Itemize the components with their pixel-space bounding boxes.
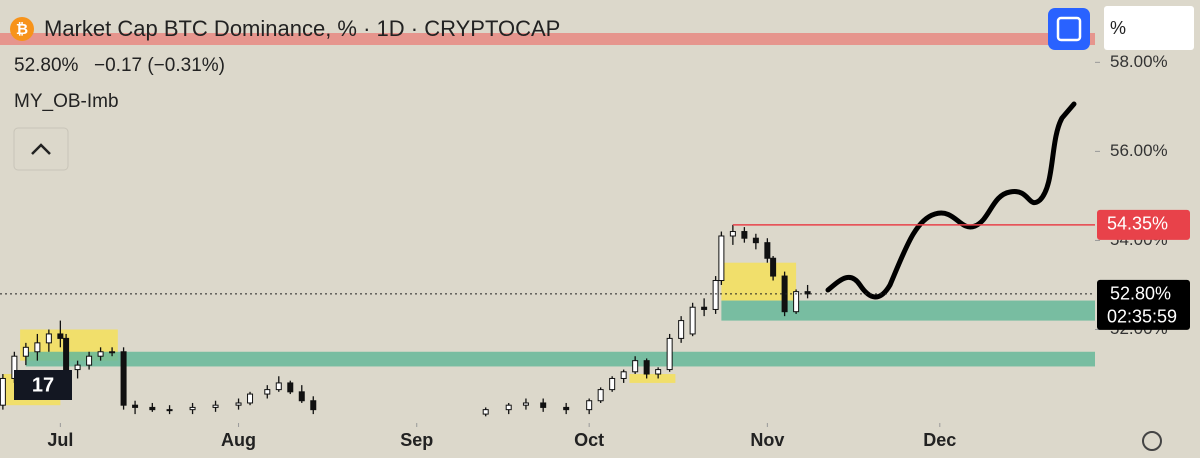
candle-body bbox=[655, 369, 662, 375]
drawn-projection bbox=[825, 101, 1077, 300]
candle-body bbox=[666, 337, 673, 371]
btc-glyph: ₿ bbox=[16, 21, 28, 38]
candle-body bbox=[310, 400, 317, 411]
candle-body bbox=[212, 404, 219, 408]
x-tick-label: Jul bbox=[47, 430, 73, 450]
fullscreen-button[interactable] bbox=[1048, 8, 1090, 50]
candle-body bbox=[643, 360, 650, 375]
candle-body bbox=[482, 409, 489, 415]
candle-body bbox=[247, 393, 254, 404]
candle-body bbox=[22, 346, 29, 357]
candle-body bbox=[166, 409, 173, 412]
candle-body bbox=[86, 355, 93, 366]
candle-body bbox=[74, 364, 81, 371]
candle-body bbox=[45, 333, 52, 344]
candle-body bbox=[57, 333, 64, 339]
candle-body bbox=[804, 291, 811, 295]
candle-body bbox=[770, 257, 777, 277]
candle-body bbox=[712, 280, 719, 310]
chevron-up bbox=[31, 143, 51, 155]
candle-body bbox=[109, 351, 116, 354]
candle-body bbox=[287, 382, 294, 393]
x-tick-label: Dec bbox=[923, 430, 956, 450]
candle-body bbox=[298, 391, 305, 402]
candle-body bbox=[97, 351, 104, 357]
candle-body bbox=[678, 320, 685, 339]
candle-body bbox=[149, 406, 156, 411]
candle-body bbox=[701, 306, 708, 310]
candle-body bbox=[793, 291, 800, 313]
candle-body bbox=[620, 371, 627, 379]
order-block-zone bbox=[721, 300, 1095, 321]
tv-logo-glyph: 17 bbox=[32, 374, 54, 396]
last-price-box bbox=[1097, 279, 1190, 330]
candle-body bbox=[597, 389, 604, 402]
plot-area bbox=[0, 224, 1096, 417]
indicator-name: MY_OB-Imb bbox=[14, 91, 119, 112]
scale-mode-button[interactable] bbox=[1104, 6, 1194, 50]
candle-body bbox=[741, 231, 748, 239]
x-tick-label: Oct bbox=[574, 430, 604, 450]
level-label-box bbox=[1097, 209, 1190, 240]
candle-body bbox=[120, 351, 127, 406]
collapse-button[interactable] bbox=[13, 127, 69, 171]
candle-body bbox=[522, 402, 529, 406]
candle-body bbox=[505, 404, 512, 411]
candle-body bbox=[275, 382, 282, 391]
candle-body bbox=[34, 342, 41, 353]
candle-body bbox=[264, 389, 271, 395]
x-tick-label: Nov bbox=[750, 430, 784, 450]
candle-body bbox=[63, 337, 70, 375]
title-highlight bbox=[0, 33, 1095, 45]
y-tick-label: 56.00% bbox=[1110, 141, 1168, 160]
order-block-zone bbox=[629, 374, 676, 383]
candle-body bbox=[632, 360, 639, 373]
fullscreen-icon bbox=[1056, 16, 1082, 42]
candle-body bbox=[729, 231, 736, 237]
candle-body bbox=[718, 235, 725, 282]
candle-body bbox=[781, 275, 788, 313]
candle-body bbox=[752, 237, 759, 244]
level-label: 54.35% bbox=[1107, 214, 1168, 234]
candle-body bbox=[764, 242, 771, 259]
candle-body bbox=[132, 404, 139, 408]
candle-body bbox=[609, 377, 616, 391]
scale-mode: % bbox=[1110, 18, 1126, 38]
candle-body bbox=[189, 406, 196, 411]
settings-icon[interactable] bbox=[1142, 431, 1162, 451]
last-value: 52.80% bbox=[14, 55, 79, 76]
y-tick-label: 58.00% bbox=[1110, 52, 1168, 71]
candle-body bbox=[563, 406, 570, 411]
change: −0.17 (−0.31%) bbox=[94, 55, 225, 76]
candle-body bbox=[689, 306, 696, 335]
tv-logo-box bbox=[14, 370, 72, 400]
countdown: 02:35:59 bbox=[1107, 307, 1177, 327]
btc-icon bbox=[10, 17, 34, 41]
chart-title: Market Cap BTC Dominance, % · 1D · CRYPT… bbox=[44, 16, 560, 41]
candle-body bbox=[0, 377, 6, 406]
candle-body bbox=[586, 400, 593, 411]
x-tick-label: Aug bbox=[221, 430, 256, 450]
order-block-zone bbox=[25, 351, 1096, 367]
last-price-label: 52.80% bbox=[1110, 284, 1171, 304]
candle-body bbox=[235, 402, 242, 406]
x-tick-label: Sep bbox=[400, 430, 433, 450]
candle-body bbox=[540, 402, 547, 408]
tv-logo: 17 bbox=[14, 370, 72, 400]
